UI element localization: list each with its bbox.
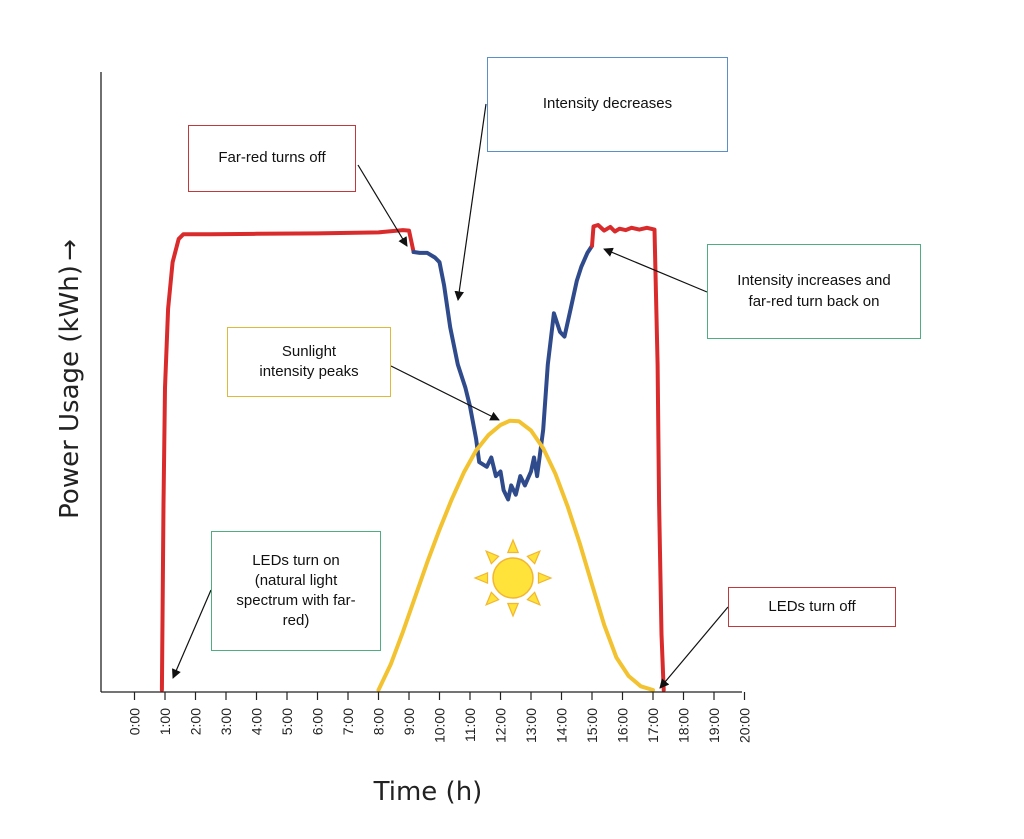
arrow-leds-off [659,606,729,689]
x-tick-label: 6:00 [310,708,326,735]
arrow-intensity-decreases [454,103,487,301]
x-axis-title: Time (h) [373,777,483,807]
sun-ray [526,591,541,606]
x-tick-label: 18:00 [676,708,692,743]
sun-ray [506,602,520,618]
annotation-leds-on: LEDs turn on (natural light spectrum wit… [211,531,381,651]
y-axis-title: Power Usage (kWh) [55,265,85,519]
series-layer [159,223,666,692]
series-line-0 [159,228,416,692]
annotation-intensity-decreases: Intensity decreases [487,57,728,152]
sun-ray [485,550,500,565]
x-tick-label: 7:00 [340,708,356,735]
annotation-arrows [172,103,729,689]
x-tick-label: 12:00 [493,708,509,743]
x-tick-label: 20:00 [737,708,753,743]
x-tick-label: 15:00 [584,708,600,743]
arrow-leds-on [172,589,212,679]
x-tick-label: 16:00 [615,708,631,743]
x-tick-label: 11:00 [462,708,478,742]
annotation-intensity-increases: Intensity increases and far-red turn bac… [707,244,921,339]
x-tick-label: 3:00 [218,708,234,735]
x-tick-label: 4:00 [249,708,265,735]
arrow-far-red-off [357,164,408,247]
series-line-3 [376,418,655,692]
x-tick-label: 17:00 [645,708,661,743]
x-tick-label: 14:00 [554,708,570,743]
arrow-sunlight-peaks [390,365,500,421]
sun-disc [492,557,534,599]
x-tick-label: 0:00 [127,708,143,735]
annotation-leds-off: LEDs turn off [728,587,896,627]
series-line-2 [590,223,666,692]
x-tick-label: 19:00 [706,708,722,743]
y-axis-arrow-icon: → [55,239,85,261]
axes [100,72,742,693]
x-tick-label: 5:00 [279,708,295,735]
annotation-far-red-off: Far-red turns off [188,125,356,192]
x-ticks: 0:00 1:00 2:00 3:00 4:00 5:00 6:00 7:00 8:00 9:00… [127,692,753,743]
x-tick-label: 2:00 [188,708,204,735]
y-axis-title-group: Power Usage (kWh) → [55,239,85,519]
x-tick-label: 10:00 [432,708,448,743]
x-tick-label: 1:00 [157,708,173,735]
x-tick-label: 8:00 [371,708,387,735]
sun-ray [526,550,541,565]
sun-ray [506,538,520,554]
arrow-intensity-increases [603,247,708,293]
x-tick-label: 9:00 [401,708,417,735]
x-tick-label: 13:00 [523,708,539,743]
annotation-sunlight-peaks: Sunlight intensity peaks [227,327,391,397]
sun-icon [473,538,553,618]
series-line-1 [411,243,594,502]
sun-ray [537,571,553,585]
sun-ray [473,571,489,585]
sun-ray [485,591,500,606]
